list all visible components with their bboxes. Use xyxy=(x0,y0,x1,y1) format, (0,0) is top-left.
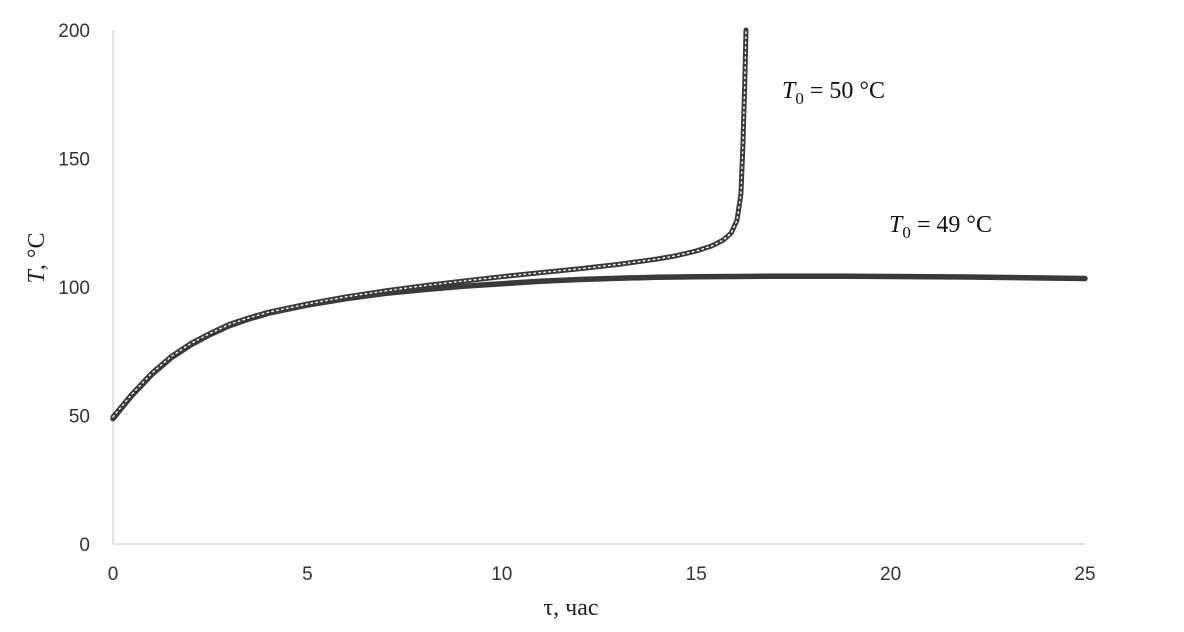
y-tick-label: 0 xyxy=(79,535,90,556)
y-axis-title: T, °C xyxy=(24,233,50,284)
y-axis-unit: , °C xyxy=(24,233,50,271)
series-line-t0-50-beads xyxy=(112,29,747,418)
x-tick-label: 0 xyxy=(108,564,119,585)
y-tick-label: 150 xyxy=(58,150,90,171)
series-label-t0-50: T0 = 50 °C xyxy=(782,78,885,108)
y-axis-symbol: T xyxy=(24,268,50,283)
series-label-subscript: 0 xyxy=(795,89,804,108)
x-tick-label: 20 xyxy=(880,564,901,585)
y-tick-label: 100 xyxy=(58,278,90,299)
series-label-subscript: 0 xyxy=(902,223,911,242)
x-tick-label: 25 xyxy=(1074,564,1095,585)
y-tick-label: 50 xyxy=(69,407,90,428)
series-label-symbol: T xyxy=(889,212,904,238)
series-layer xyxy=(110,27,1088,422)
series-label-value: = 49 °C xyxy=(911,212,992,238)
series-line-t0-49 xyxy=(110,273,1088,422)
x-tick-label: 10 xyxy=(491,564,512,585)
x-tick-label: 15 xyxy=(686,564,707,585)
series-line-t0-50 xyxy=(110,27,749,420)
axes xyxy=(112,30,1085,545)
y-tick-label: 200 xyxy=(58,21,90,42)
series-label-t0-49: T0 = 49 °C xyxy=(889,212,992,242)
series-label-value: = 50 °C xyxy=(804,78,885,104)
x-axis-title: τ, час xyxy=(543,595,598,621)
x-tick-labels: 0 5 10 15 20 25 xyxy=(108,564,1096,585)
series-label-symbol: T xyxy=(782,78,797,104)
y-tick-labels: 0 50 100 150 200 xyxy=(58,21,90,556)
x-tick-label: 5 xyxy=(302,564,313,585)
